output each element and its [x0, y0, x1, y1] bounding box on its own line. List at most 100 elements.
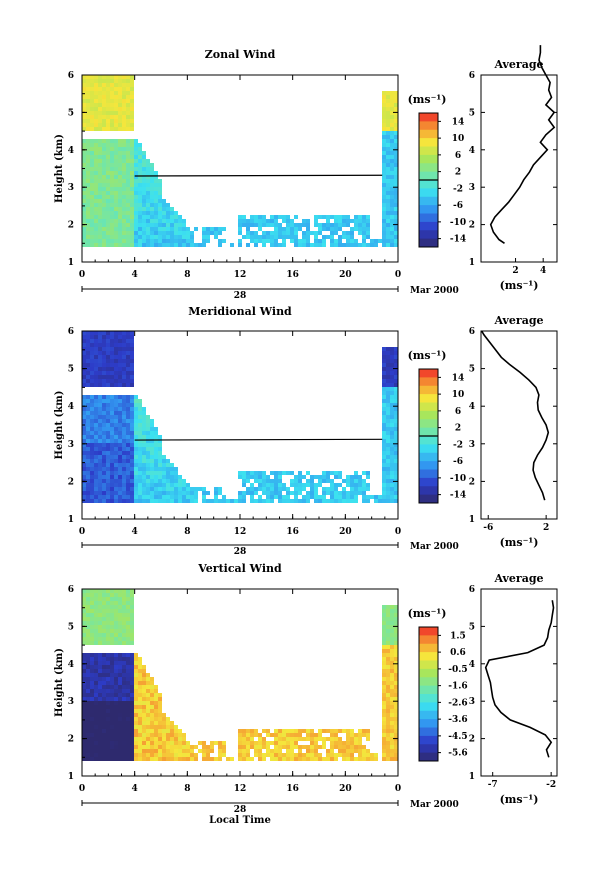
heat-cell [114, 415, 118, 419]
heat-cell [162, 741, 166, 745]
heat-cell [106, 705, 110, 709]
heat-cell [162, 219, 166, 223]
heat-cell [294, 499, 298, 503]
heat-cell [310, 757, 314, 761]
heat-cell [94, 459, 98, 463]
heat-cell [118, 463, 122, 467]
heat-cell [146, 187, 150, 191]
heat-cell [158, 749, 162, 753]
heat-cell [138, 717, 142, 721]
heat-cell [274, 223, 278, 227]
heat-cell [122, 207, 126, 211]
heat-cell [98, 143, 102, 147]
heat-cell [122, 725, 126, 729]
heat-cell [390, 219, 394, 223]
heat-cell [118, 669, 122, 673]
heat-cell [390, 151, 394, 155]
heat-cell [110, 171, 114, 175]
heat-cell [126, 407, 130, 411]
heat-cell [106, 411, 110, 415]
heat-cell [382, 187, 386, 191]
heat-cell [194, 499, 198, 503]
heat-cell [102, 447, 106, 451]
heat-cell [138, 439, 142, 443]
average-y-tick-label: 6 [469, 71, 475, 81]
heat-cell [114, 617, 118, 621]
heat-cell [122, 693, 126, 697]
heat-cell [330, 243, 334, 247]
average-y-tick-label: 5 [469, 622, 475, 632]
heat-cell [382, 135, 386, 139]
heat-cell [254, 499, 258, 503]
heat-cell [82, 103, 86, 107]
heat-cell [106, 467, 110, 471]
colorbar-segment [419, 685, 438, 695]
heat-cell [86, 633, 90, 637]
heat-cell [106, 673, 110, 677]
heat-cell [110, 709, 114, 713]
heat-cell [242, 495, 246, 499]
heat-cell [102, 183, 106, 187]
heat-cell [114, 463, 118, 467]
heat-cell [106, 343, 110, 347]
heat-cell [318, 753, 322, 757]
heat-cell [114, 499, 118, 503]
heat-cell [90, 483, 94, 487]
heat-cell [394, 167, 398, 171]
heat-cell [114, 395, 118, 399]
heat-cell [338, 737, 342, 741]
heat-cell [326, 227, 330, 231]
heat-cell [82, 243, 86, 247]
heat-cell [390, 171, 394, 175]
heat-cell [306, 745, 310, 749]
heat-cell [366, 243, 370, 247]
heat-cell [362, 235, 366, 239]
heat-cell [94, 191, 98, 195]
heat-cell [114, 79, 118, 83]
heat-cell [158, 463, 162, 467]
heat-cell [154, 475, 158, 479]
heat-cell [166, 239, 170, 243]
heat-cell [110, 203, 114, 207]
average-y-tick-label: 1 [469, 772, 475, 782]
heat-cell [130, 367, 134, 371]
heat-cell [386, 463, 390, 467]
heat-cell [142, 721, 146, 725]
heat-cell [174, 745, 178, 749]
heat-cell [246, 487, 250, 491]
heat-cell [158, 471, 162, 475]
heat-cell [122, 673, 126, 677]
heat-cell [86, 491, 90, 495]
heat-cell [262, 491, 266, 495]
heat-cell [374, 753, 378, 757]
heat-cell [158, 491, 162, 495]
heat-cell [106, 155, 110, 159]
heat-cell [110, 495, 114, 499]
heat-cell [94, 625, 98, 629]
heat-cell [118, 331, 122, 335]
heat-cell [86, 609, 90, 613]
heat-cell [98, 737, 102, 741]
y-tick-label: 6 [68, 327, 74, 337]
heat-cell [354, 737, 358, 741]
heat-cell [134, 673, 138, 677]
heat-cell [86, 343, 90, 347]
heat-cell [110, 601, 114, 605]
heat-cell [258, 239, 262, 243]
heat-cell [314, 235, 318, 239]
heat-cell [98, 443, 102, 447]
heat-cell [290, 483, 294, 487]
heat-cell [90, 697, 94, 701]
heat-cell [126, 597, 130, 601]
heat-cell [82, 99, 86, 103]
heat-cell [98, 721, 102, 725]
heat-cell [110, 75, 114, 79]
heat-cell [110, 701, 114, 705]
heat-cell [122, 115, 126, 119]
heat-cell [254, 223, 258, 227]
heat-cell [394, 147, 398, 151]
heat-cell [386, 447, 390, 451]
heat-cell [86, 87, 90, 91]
heat-cell [334, 487, 338, 491]
heat-cell [82, 383, 86, 387]
